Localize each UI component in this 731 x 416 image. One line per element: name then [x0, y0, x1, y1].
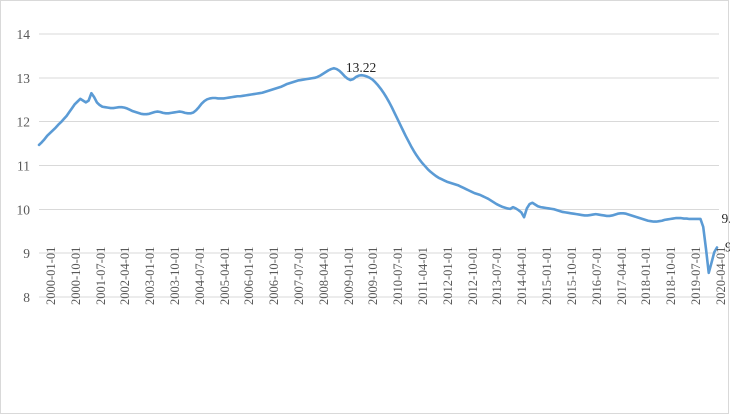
- x-tick-label-2018-10-01: 2018-10-01: [664, 246, 679, 305]
- x-tick-label-2008-04-01: 2008-04-01: [316, 246, 331, 305]
- x-tick-label-2010-07-01: 2010-07-01: [391, 246, 406, 305]
- x-tick-label-2014-04-01: 2014-04-01: [515, 246, 530, 305]
- x-tick-label-2020-04-01: 2020-04-01: [713, 246, 728, 305]
- data-line-value: [37, 66, 719, 275]
- y-tick-label-14: 14: [17, 27, 31, 42]
- x-tick-label-2003-01-01: 2003-01-01: [143, 246, 158, 305]
- x-tick-label-2004-07-01: 2004-07-01: [192, 246, 207, 305]
- x-tick-label-2018-01-01: 2018-01-01: [639, 246, 654, 305]
- x-tick-label-2011-04-01: 2011-04-01: [416, 247, 431, 305]
- x-tick-label-2007-07-01: 2007-07-01: [292, 246, 307, 305]
- x-tick-label-2013-07-01: 2013-07-01: [490, 246, 505, 305]
- data-annotations-group: 13.22 9.78 9.13: [346, 60, 730, 254]
- x-tick-label-2016-07-01: 2016-07-01: [589, 246, 604, 305]
- x-tick-label-2006-01-01: 2006-01-01: [242, 246, 257, 305]
- annotation-9-13: 9.13: [725, 239, 730, 254]
- gridlines-group: [39, 33, 719, 298]
- x-tick-label-2019-07-01: 2019-07-01: [688, 246, 703, 305]
- x-tick-label-2017-04-01: 2017-04-01: [614, 246, 629, 305]
- data-series-group: [37, 66, 719, 275]
- y-tick-label-11: 11: [17, 159, 30, 174]
- x-tick-label-2015-10-01: 2015-10-01: [564, 246, 579, 305]
- x-tick-label-2005-04-01: 2005-04-01: [217, 246, 232, 305]
- annotation-13-22: 13.22: [346, 60, 376, 75]
- x-tick-label-2006-10-01: 2006-10-01: [267, 246, 282, 305]
- x-tick-label-2009-01-01: 2009-01-01: [341, 246, 356, 305]
- x-tick-label-2000-01-01: 2000-01-01: [44, 246, 58, 305]
- x-tick-label-2001-07-01: 2001-07-01: [93, 246, 108, 305]
- y-tick-label-10: 10: [17, 202, 31, 217]
- y-tick-label-9: 9: [23, 246, 30, 261]
- x-tick-label-2012-01-01: 2012-01-01: [440, 246, 455, 305]
- y-tick-label-8: 8: [23, 290, 30, 305]
- x-tick-label-2015-01-01: 2015-01-01: [540, 246, 555, 305]
- x-tick-label-2000-10-01: 2000-10-01: [68, 246, 83, 305]
- x-tick-label-2009-10-01: 2009-10-01: [366, 246, 381, 305]
- annotation-9-78: 9.78: [721, 211, 730, 226]
- x-tick-label-2003-10-01: 2003-10-01: [168, 246, 183, 305]
- y-axis-tick-labels: 8 9 10 11 12 13 14: [17, 27, 31, 305]
- y-tick-label-13: 13: [17, 71, 31, 86]
- x-axis-tick-labels: 2000-01-01 2000-10-01 2001-07-01 2002-04-01…: [1, 247, 730, 413]
- x-tick-label-2012-10-01: 2012-10-01: [465, 246, 480, 305]
- x-tick-label-2002-04-01: 2002-04-01: [118, 246, 133, 305]
- y-tick-label-12: 12: [17, 115, 31, 130]
